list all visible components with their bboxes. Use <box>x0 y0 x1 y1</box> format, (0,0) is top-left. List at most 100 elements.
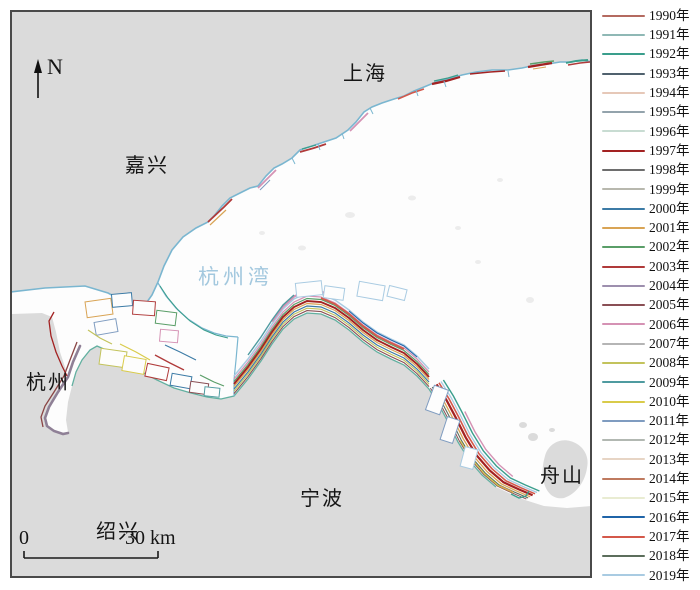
legend-color-swatch <box>602 246 645 249</box>
legend-color-swatch <box>602 497 645 500</box>
legend-year-label: 2002年 <box>649 239 690 255</box>
reclamation-polygon <box>322 285 346 301</box>
coastline-band-segment <box>233 310 430 394</box>
old-shoreline <box>157 282 239 338</box>
shoal-speck <box>259 231 265 235</box>
legend-color-swatch <box>602 149 645 152</box>
reclamation-polygon <box>158 328 180 344</box>
coastline-band-segment <box>442 379 540 492</box>
legend-item: 2005年 <box>602 295 698 314</box>
legend-item: 1998年 <box>602 160 698 179</box>
legend-year-label: 2005年 <box>649 297 690 313</box>
coastline-band-segment <box>349 112 369 132</box>
legend-item: 1992年 <box>602 45 698 64</box>
legend-item: 1990年 <box>602 6 698 25</box>
legend-color-swatch <box>602 342 645 345</box>
legend-color-swatch <box>602 188 645 191</box>
legend-item: 2014年 <box>602 469 698 488</box>
legend-color-swatch <box>602 439 645 442</box>
legend-color-swatch <box>602 304 645 307</box>
coastline-band-segment <box>233 295 430 380</box>
legend-item: 2017年 <box>602 527 698 546</box>
legend-item: 1991年 <box>602 25 698 44</box>
pier-tick <box>507 70 510 78</box>
reclamation-polygon <box>84 297 114 319</box>
legend-item: 2011年 <box>602 411 698 430</box>
coastline-band-segment <box>207 198 233 223</box>
legend-year-label: 2001年 <box>649 220 690 236</box>
coastline-band-segment <box>565 59 589 64</box>
pier-tick <box>415 89 419 97</box>
coastline-band-segment <box>532 66 547 70</box>
map-label-zhoushan: 舟山 <box>540 465 584 487</box>
islet <box>549 428 555 432</box>
legend-item: 1994年 <box>602 83 698 102</box>
map-label-jiaxing: 嘉兴 <box>125 155 169 177</box>
legend-color-swatch <box>602 554 645 557</box>
coastline-band-segment <box>257 169 277 189</box>
legend-item: 2012年 <box>602 431 698 450</box>
legend-year-label: 2000年 <box>649 200 690 216</box>
legend-item: 2007年 <box>602 334 698 353</box>
legend-color-swatch <box>602 33 645 36</box>
coastline-band-segment <box>233 307 430 392</box>
legend-year-label: 2018年 <box>649 548 690 564</box>
old-shoreline <box>159 285 229 339</box>
pier-tick <box>291 157 296 165</box>
scale-bar <box>23 551 159 559</box>
legend-item: 2006年 <box>602 315 698 334</box>
coastline-band-segment <box>301 144 317 150</box>
map-label-hangzhou: 杭州 <box>26 372 70 394</box>
legend-year-label: 2017年 <box>649 528 690 544</box>
legend-year-label: 2003年 <box>649 258 690 274</box>
river-course-line <box>40 341 78 428</box>
year-legend: 1990年 1991年 1992年 1993年 1994年 1995年 1996年 1997年… <box>602 6 698 585</box>
legend-color-swatch <box>602 91 645 94</box>
estuary-trace <box>119 343 151 361</box>
legend-year-label: 1998年 <box>649 162 690 178</box>
coastline-band-segment <box>320 297 405 350</box>
coastline-band-segment <box>527 61 553 69</box>
legend-item: 2010年 <box>602 392 698 411</box>
legend-year-label: 2012年 <box>649 432 690 448</box>
island-zhoushan <box>542 440 588 499</box>
shoal-speck <box>475 260 481 264</box>
legend-item: 2000年 <box>602 199 698 218</box>
legend-color-swatch <box>602 130 645 133</box>
north-arrow-icon <box>34 59 42 98</box>
legend-item: 2008年 <box>602 353 698 372</box>
legend-year-label: 2013年 <box>649 451 690 467</box>
shoal-speck <box>526 297 534 303</box>
legend-color-swatch <box>602 169 645 172</box>
legend-year-label: 1993年 <box>649 65 690 81</box>
coastline-band-segment <box>469 70 506 75</box>
shoal-speck <box>497 178 503 182</box>
reclamation-polygon <box>459 446 479 470</box>
map-label-shaoxing: 绍兴 <box>96 521 140 543</box>
legend-year-label: 2011年 <box>649 413 689 429</box>
estuary-trace <box>87 329 113 345</box>
legend-color-swatch <box>602 53 645 56</box>
legend-color-swatch <box>602 226 645 229</box>
legend-color-swatch <box>602 207 645 210</box>
reclamation-polygon <box>110 292 134 308</box>
coastline-band-segment <box>567 61 590 66</box>
pier-tick <box>369 107 374 115</box>
legend-color-swatch <box>602 574 645 577</box>
legend-year-label: 2007年 <box>649 335 690 351</box>
map-label-ningbo: 宁波 <box>300 488 344 510</box>
legend-year-label: 1997年 <box>649 142 690 158</box>
coastline-band-segment <box>433 74 459 82</box>
reclamation-polygon <box>386 284 408 302</box>
legend-year-label: 2019年 <box>649 567 690 583</box>
legend-year-label: 1995年 <box>649 104 690 120</box>
pier-tick <box>317 143 321 151</box>
reclamation-polygon <box>424 384 450 416</box>
south-land <box>12 313 590 576</box>
map-label-shanghai: 上海 <box>343 63 387 85</box>
coastline-band-segment <box>48 311 68 377</box>
legend-year-label: 1994年 <box>649 85 690 101</box>
coastline-band-segment <box>510 490 530 499</box>
coastline-band-segment <box>233 302 430 387</box>
